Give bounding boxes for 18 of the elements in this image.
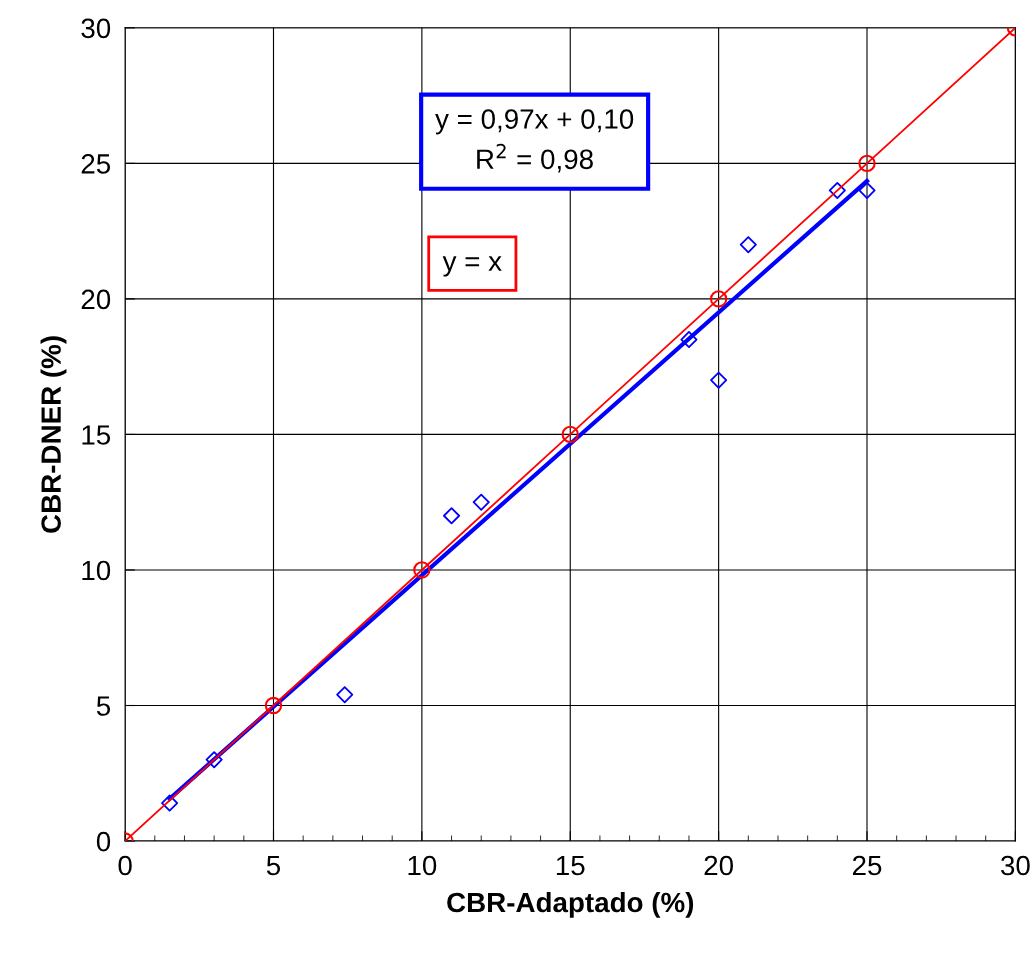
annotation: y = 0,97x + 0,10 R$^{2}$ = 0,98 [435,109,634,173]
x-tick-label: 25 [852,855,882,876]
y-axis-title: CBR-DNER (%) [40,336,67,533]
x-tick-label: 15 [556,855,585,876]
y-tick-label: 15 [82,425,111,445]
y-tick-label: 25 [81,154,111,174]
x-tick-label: 10 [408,855,437,876]
y-tick-label: 0 [96,831,111,852]
x-axis-title: CBR-Adaptado (%) [447,891,694,918]
x-tick-label: 5 [266,855,281,876]
y-tick-label: 30 [81,18,111,39]
x-tick-label: 30 [1001,855,1030,876]
y-tick-label: 20 [81,289,111,310]
x-tick-label: 0 [118,855,132,876]
x-tick-label: 20 [704,855,733,876]
y-tick-label: 5 [96,696,111,716]
y-tick-label: 10 [82,560,111,581]
annotation: y = x [442,256,502,277]
